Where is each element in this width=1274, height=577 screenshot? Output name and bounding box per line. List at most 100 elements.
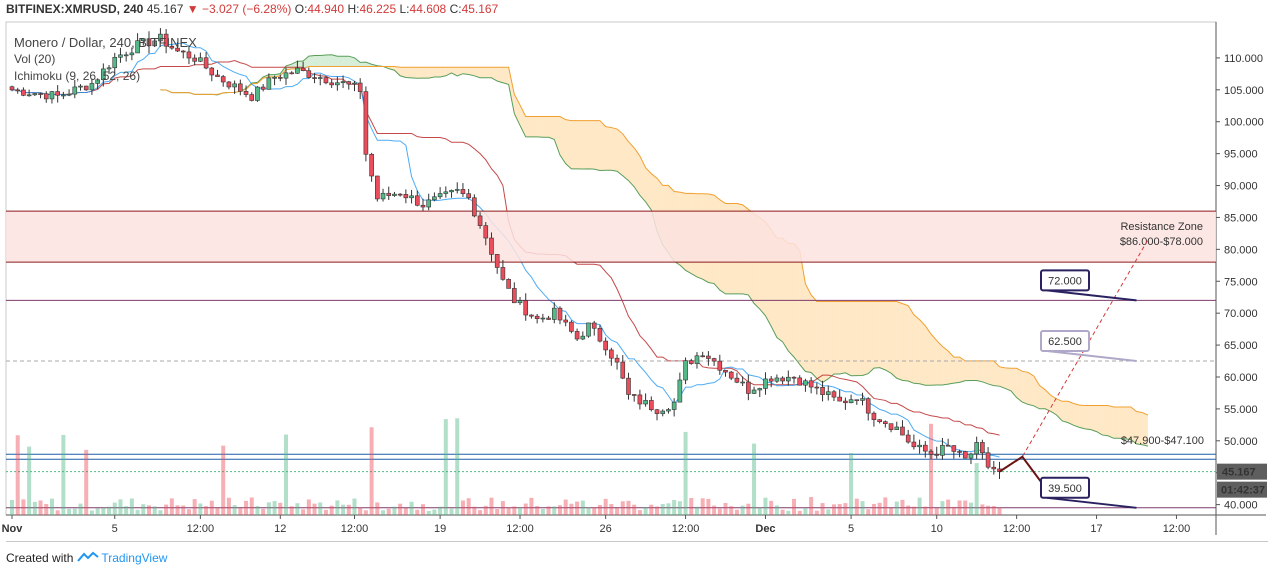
volume-bar (369, 427, 374, 515)
ichimoku-cloud-segment (794, 243, 800, 365)
candle-body (717, 360, 723, 371)
ichimoku-cloud-segment (325, 54, 332, 67)
volume-bar (363, 510, 368, 515)
ichimoku-cloud-segment (1022, 371, 1029, 405)
volume-bar (849, 453, 854, 515)
candle-body (66, 93, 72, 96)
high-label: H: (347, 2, 360, 16)
candle-body (380, 192, 386, 200)
volume-bar (209, 500, 214, 515)
ichimoku-cloud-segment (856, 301, 863, 376)
volume-bar (49, 498, 54, 515)
candle-body (637, 394, 643, 405)
volume-bar (175, 505, 180, 515)
x-tick-label: 26 (600, 523, 612, 535)
volume-bar (186, 509, 191, 515)
candle-body (78, 85, 83, 88)
tradingview-link[interactable]: TradingView (101, 551, 168, 565)
volume-bar (552, 506, 557, 515)
ichimoku-cloud-segment (394, 66, 401, 76)
candle-body (112, 56, 118, 69)
volume-bar (797, 510, 802, 515)
callout-72-text: 72.000 (1048, 275, 1082, 287)
volume-bar (221, 445, 226, 515)
volume-bar (341, 504, 346, 515)
x-tick-label: Dec (755, 523, 775, 535)
ichimoku-cloud-segment (411, 67, 418, 79)
volume-bar (575, 501, 580, 515)
candle-body (369, 153, 374, 177)
candle-body (9, 86, 15, 91)
callout-39-pointer (1046, 496, 1137, 509)
volume-bar (694, 506, 699, 515)
volume-bar (831, 504, 836, 515)
candle-body (43, 93, 49, 100)
candle-body (723, 369, 728, 373)
ichimoku-cloud-segment (988, 360, 994, 386)
x-tick-label: 5 (112, 523, 118, 535)
volume-bar (946, 499, 951, 515)
ichimoku-cloud-segment (405, 67, 412, 78)
x-tick-label: 12:00 (1163, 523, 1191, 535)
volume-bar (232, 505, 237, 515)
callout-39-box (1040, 476, 1090, 499)
candle-body (215, 74, 220, 77)
candle-body (449, 190, 454, 193)
candle-body (894, 426, 900, 430)
volume-bar (729, 506, 734, 515)
volume-bar (432, 509, 437, 515)
ichimoku-cloud-segment (1033, 375, 1040, 409)
ichimoku-cloud-segment (571, 120, 578, 169)
legend-title[interactable]: Monero / Dollar, 240, BITFINEX (14, 35, 197, 50)
ichimoku-cloud-segment (617, 129, 623, 176)
volume-bar (55, 510, 60, 515)
ichimoku-cloud-segment (1005, 367, 1011, 391)
ichimoku-cloud-segment (1010, 368, 1017, 398)
candle-body (89, 83, 95, 91)
ichimoku-cloud-segment (628, 141, 635, 187)
candle-body (357, 82, 363, 92)
candle-body (289, 72, 294, 75)
candle-body (923, 444, 928, 452)
candle-body (306, 70, 312, 78)
ichimoku-cloud-segment (828, 301, 834, 379)
ichimoku-cloud-segment (1028, 372, 1034, 406)
volume-bar (774, 505, 779, 515)
legend-ichimoku[interactable]: Ichimoku (9, 26, 52, 26) (14, 69, 141, 83)
ichimoku-cloud-segment (611, 127, 618, 172)
candle-body (106, 67, 112, 70)
ichimoku-cloud-segment (480, 67, 486, 78)
ichimoku-cloud-segment (462, 67, 469, 75)
ichimoku-cloud-segment (885, 301, 892, 374)
y-tick-label: 50.000 (1224, 436, 1258, 448)
candle-body (392, 193, 397, 196)
candle-body (198, 57, 203, 62)
open-value: 44.940 (307, 2, 345, 16)
candle-body (694, 355, 700, 364)
x-tick-label: 12:00 (506, 523, 534, 535)
candle-body (403, 194, 409, 199)
candle-body (825, 391, 831, 395)
candle-body (677, 379, 683, 403)
candle-body (414, 195, 420, 206)
volume-bar (44, 503, 49, 515)
ichimoku-cloud-segment (622, 133, 629, 181)
volume-bar (78, 503, 83, 515)
volume-bar (809, 497, 814, 515)
volume-bar (95, 508, 100, 515)
ichimoku-cloud-segment (417, 67, 423, 79)
candle-body (95, 79, 100, 84)
ichimoku-cloud-segment (1085, 405, 1091, 430)
ichimoku-cloud-segment (497, 67, 503, 83)
ichimoku-cloud-segment (993, 360, 1000, 387)
callout-62-box (1040, 330, 1090, 353)
x-tick-label: 12:00 (672, 523, 700, 535)
volume-bar (443, 419, 448, 515)
volume-bar (615, 507, 620, 515)
ichimoku-cloud-segment (360, 62, 366, 67)
ichimoku-cloud-segment (879, 301, 886, 370)
legend-volume[interactable]: Vol (20) (14, 52, 56, 66)
volume-bar (169, 498, 174, 515)
candle-body (483, 225, 489, 239)
